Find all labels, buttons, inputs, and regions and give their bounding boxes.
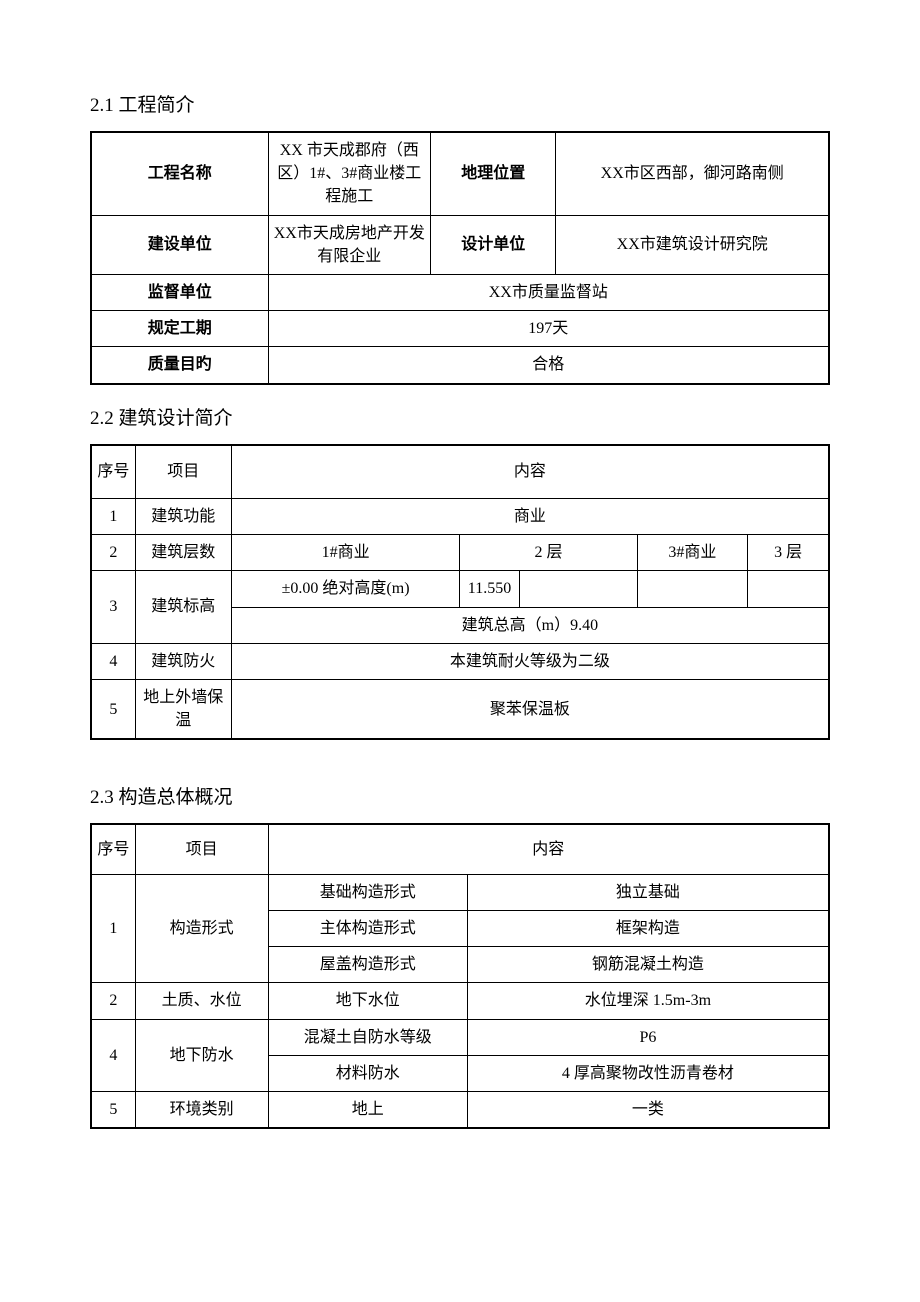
cell-label: 基础构造形式 <box>268 874 467 910</box>
cell-value: 建筑总高（m）9.40 <box>231 607 829 643</box>
cell-label: 地上 <box>268 1091 467 1128</box>
table-header-row: 序号 项目 内容 <box>91 445 829 499</box>
cell-value: 本建筑耐火等级为二级 <box>231 643 829 679</box>
cell-label: 材料防水 <box>268 1055 467 1091</box>
cell-value: 水位埋深 1.5m-3m <box>467 983 829 1019</box>
table-row: 2 建筑层数 1#商业 2 层 3#商业 3 层 <box>91 535 829 571</box>
table-row: 工程名称 XX 市天成郡府（西区）1#、3#商业楼工程施工 地理位置 XX市区西… <box>91 132 829 215</box>
building-design-table: 序号 项目 内容 1 建筑功能 商业 2 建筑层数 1#商业 2 层 3#商业 … <box>90 444 830 741</box>
table-row: 5 环境类别 地上 一类 <box>91 1091 829 1128</box>
section-2-heading: 2.2 建筑设计简介 <box>90 403 830 430</box>
cell-item: 建筑标高 <box>135 571 231 643</box>
value-location: XX市区西部，御河路南侧 <box>556 132 829 215</box>
cell-seq: 1 <box>91 499 135 535</box>
cell-label: 混凝土自防水等级 <box>268 1019 467 1055</box>
cell-value: 独立基础 <box>467 874 829 910</box>
col-seq: 序号 <box>91 445 135 499</box>
section-1-heading: 2.1 工程简介 <box>90 90 830 117</box>
cell-seq: 4 <box>91 1019 135 1091</box>
cell-item: 地下防水 <box>135 1019 268 1091</box>
value-project-name: XX 市天成郡府（西区）1#、3#商业楼工程施工 <box>268 132 430 215</box>
label-quality: 质量目旳 <box>91 347 268 384</box>
col-item: 项目 <box>135 445 231 499</box>
cell-value: 一类 <box>467 1091 829 1128</box>
cell-value: 3#商业 <box>637 535 748 571</box>
cell-value: P6 <box>467 1019 829 1055</box>
table-row: 监督单位 XX市质量监督站 <box>91 274 829 310</box>
table-row: 2 土质、水位 地下水位 水位埋深 1.5m-3m <box>91 983 829 1019</box>
cell-seq: 3 <box>91 571 135 643</box>
cell-value: 聚苯保温板 <box>231 679 829 739</box>
label-designer: 设计单位 <box>430 215 555 274</box>
label-location: 地理位置 <box>430 132 555 215</box>
table-row: 规定工期 197天 <box>91 311 829 347</box>
cell-seq: 4 <box>91 643 135 679</box>
table-row: 4 建筑防火 本建筑耐火等级为二级 <box>91 643 829 679</box>
value-quality: 合格 <box>268 347 829 384</box>
table-row: 1 构造形式 基础构造形式 独立基础 <box>91 874 829 910</box>
cell-item: 建筑功能 <box>135 499 231 535</box>
cell-empty <box>637 571 748 607</box>
cell-empty <box>748 571 829 607</box>
cell-label: 屋盖构造形式 <box>268 947 467 983</box>
label-supervisor: 监督单位 <box>91 274 268 310</box>
structure-overview-table: 序号 项目 内容 1 构造形式 基础构造形式 独立基础 主体构造形式 框架构造 … <box>90 823 830 1129</box>
table-row: 4 地下防水 混凝土自防水等级 P6 <box>91 1019 829 1055</box>
cell-seq: 2 <box>91 983 135 1019</box>
cell-label: 地下水位 <box>268 983 467 1019</box>
cell-seq: 5 <box>91 679 135 739</box>
table-row: 建设单位 XX市天成房地产开发有限企业 设计单位 XX市建筑设计研究院 <box>91 215 829 274</box>
cell-item: 环境类别 <box>135 1091 268 1128</box>
col-item: 项目 <box>135 824 268 874</box>
label-builder: 建设单位 <box>91 215 268 274</box>
value-duration: 197天 <box>268 311 829 347</box>
table-row: 5 地上外墙保温 聚苯保温板 <box>91 679 829 739</box>
cell-value: 4 厚高聚物改性沥青卷材 <box>467 1055 829 1091</box>
cell-value: 框架构造 <box>467 911 829 947</box>
col-content: 内容 <box>268 824 829 874</box>
table-row: 3 建筑标高 ±0.00 绝对高度(m) 11.550 <box>91 571 829 607</box>
cell-item: 构造形式 <box>135 874 268 983</box>
label-project-name: 工程名称 <box>91 132 268 215</box>
cell-value: 钢筋混凝土构造 <box>467 947 829 983</box>
cell-item: 地上外墙保温 <box>135 679 231 739</box>
cell-empty <box>519 571 637 607</box>
cell-value: 11.550 <box>460 571 519 607</box>
col-seq: 序号 <box>91 824 135 874</box>
cell-item: 土质、水位 <box>135 983 268 1019</box>
cell-seq: 2 <box>91 535 135 571</box>
section-3-heading: 2.3 构造总体概况 <box>90 782 830 809</box>
label-duration: 规定工期 <box>91 311 268 347</box>
table-row: 质量目旳 合格 <box>91 347 829 384</box>
cell-value: 商业 <box>231 499 829 535</box>
cell-value: 3 层 <box>748 535 829 571</box>
col-content: 内容 <box>231 445 829 499</box>
cell-value: 2 层 <box>460 535 637 571</box>
cell-value: ±0.00 绝对高度(m) <box>231 571 460 607</box>
table-row: 1 建筑功能 商业 <box>91 499 829 535</box>
value-builder: XX市天成房地产开发有限企业 <box>268 215 430 274</box>
cell-label: 主体构造形式 <box>268 911 467 947</box>
project-intro-table: 工程名称 XX 市天成郡府（西区）1#、3#商业楼工程施工 地理位置 XX市区西… <box>90 131 830 385</box>
value-supervisor: XX市质量监督站 <box>268 274 829 310</box>
table-header-row: 序号 项目 内容 <box>91 824 829 874</box>
cell-item: 建筑层数 <box>135 535 231 571</box>
value-designer: XX市建筑设计研究院 <box>556 215 829 274</box>
cell-value: 1#商业 <box>231 535 460 571</box>
cell-seq: 1 <box>91 874 135 983</box>
cell-seq: 5 <box>91 1091 135 1128</box>
cell-item: 建筑防火 <box>135 643 231 679</box>
